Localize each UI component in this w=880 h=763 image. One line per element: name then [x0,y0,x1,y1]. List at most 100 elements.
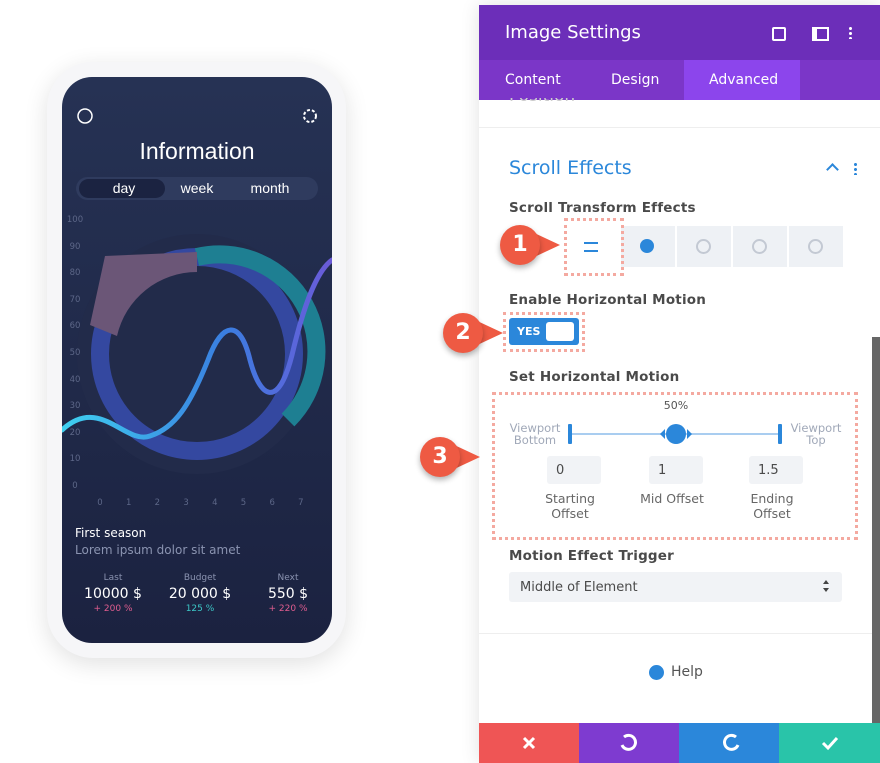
effect-button[interactable] [733,226,787,267]
input-label: Ending Offset [750,491,794,521]
input-value: 1.5 [758,463,779,478]
active-tab-bg [684,60,800,100]
active-tab [79,179,165,198]
phone-tab[interactable]: day [112,180,136,196]
slider-value: 50% [663,399,689,412]
effect-button[interactable] [565,226,619,267]
y-axis-label: 30 [69,401,81,412]
stat-value: 20 000 $ [168,586,232,602]
y-axis-label: 10 [69,454,81,465]
section-title: Scroll Effects [509,157,632,179]
x-axis-label: 6 [269,498,275,508]
input-label: Starting Offset [545,491,595,521]
field-label: Enable Horizontal Motion [509,292,707,308]
panel-header: Image Settings [479,5,880,60]
slider[interactable] [560,420,790,450]
section-menu[interactable] [854,162,857,175]
settings-panel [479,5,880,763]
phone-title: Information [139,138,255,164]
menu-icon[interactable] [849,26,852,39]
stat-change: + 200 % [93,604,133,614]
input-label: Mid Offset [640,491,704,506]
effect-button[interactable] [621,226,675,267]
stat-label: Budget [183,573,217,583]
toggle-knob [546,322,574,341]
stat-label: Next [277,573,299,583]
callout-number: 2 [455,320,471,345]
phone-tab[interactable]: week [180,180,214,196]
history-icon[interactable] [77,108,93,124]
x-axis-label: 3 [183,498,189,508]
effect-icon [752,239,767,254]
offset-input[interactable]: 1 [649,456,703,484]
offset-input[interactable]: 1.5 [749,456,803,484]
callout-number: 3 [432,444,448,469]
x-axis-label: 0 [97,498,103,508]
settings-icon[interactable] [303,109,317,123]
toggle-label: YES [517,325,541,338]
highlight [564,218,624,276]
offset-input[interactable]: 0 [547,456,601,484]
wave-line [62,257,332,440]
section-text: Lorem ipsum dolor sit amet [75,543,241,557]
y-axis-label: 20 [69,427,81,438]
y-axis-label: 40 [69,374,81,385]
stat-change: 125 % [185,604,215,614]
callout: 1 [500,225,564,265]
y-axis-label: 90 [69,241,81,252]
effect-button[interactable] [789,226,843,267]
stat-label: Last [103,573,123,583]
callout: 2 [443,313,507,353]
callout-circle [420,437,460,477]
field-label: Set Horizontal Motion [509,369,680,385]
help-icon[interactable] [649,665,664,680]
effect-icon [696,239,711,254]
phone-tabs [76,177,318,200]
panel-title: Image Settings [505,22,641,43]
panel-tab[interactable]: Advanced [709,72,779,88]
highlight [492,392,858,540]
toggle[interactable]: YES [509,318,579,345]
phone-graphics [62,108,332,474]
scrollbar[interactable] [872,337,880,723]
donut-block [90,252,197,336]
panel-tabs: Content Design Advanced [479,60,880,100]
y-axis-label: 0 [72,481,78,491]
phone-tab[interactable]: month [250,180,290,196]
cut-heading: Position [509,98,575,106]
undo-button[interactable] [579,723,679,763]
stat-value: 550 $ [267,586,309,602]
save-button[interactable] [779,723,880,763]
stat-change: + 220 % [268,604,308,614]
field-label: Motion Effect Trigger [509,548,675,564]
effect-icon [584,242,598,252]
redo-button[interactable] [679,723,779,763]
select-arrow [823,577,829,584]
section-title: First season [75,526,147,540]
x-axis-label: 4 [212,498,218,508]
input-value: 1 [658,463,667,478]
divider [479,127,880,128]
effect-icon [640,239,654,253]
panel-tab[interactable]: Content [505,72,561,88]
divider [479,633,880,634]
y-axis-label: 80 [69,268,81,279]
viewport-top: Viewport Top [790,421,842,447]
field-label: Scroll Transform Effects [509,200,696,216]
input-value: 0 [556,463,565,478]
action-icons [522,733,839,751]
stat-value: 10000 $ [84,586,142,602]
panel-tab[interactable]: Design [611,72,660,88]
effect-button[interactable] [677,226,731,267]
viewport-bottom: Viewport Bottom [509,421,561,447]
callout-circle [500,225,540,265]
effect-icon [808,239,823,254]
help-link[interactable]: Help [671,664,703,680]
select[interactable]: Middle of Element [509,572,842,602]
x-axis-label: 2 [154,498,161,508]
select-value: Middle of Element [520,580,638,595]
x-axis-label: 5 [240,498,247,508]
fullscreen-icon[interactable] [772,27,786,41]
layout-icon[interactable] [812,27,829,41]
